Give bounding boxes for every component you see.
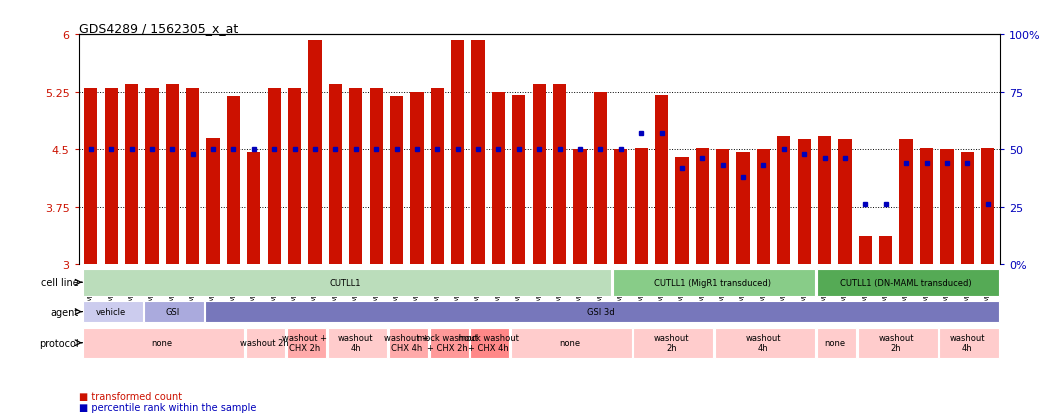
Text: washout 2h: washout 2h	[240, 338, 288, 347]
Text: agent: agent	[50, 307, 79, 317]
Bar	[736, 152, 750, 265]
Text: GDS4289 / 1562305_x_at: GDS4289 / 1562305_x_at	[79, 22, 238, 35]
Text: CUTLL1 (DN-MAML transduced): CUTLL1 (DN-MAML transduced)	[841, 278, 972, 287]
Bar	[492, 93, 505, 265]
Bar	[798, 140, 810, 265]
Bar	[654, 95, 668, 265]
Bar	[471, 41, 485, 265]
Bar	[388, 328, 428, 358]
Text: none: none	[152, 338, 173, 347]
Bar	[512, 95, 526, 265]
Bar	[83, 269, 611, 296]
Bar	[309, 40, 321, 265]
Text: none: none	[559, 338, 580, 347]
Text: CUTLL1: CUTLL1	[330, 278, 361, 287]
Bar	[470, 328, 510, 358]
Text: washout
2h: washout 2h	[654, 333, 690, 353]
Bar	[511, 328, 631, 358]
Bar	[939, 328, 999, 358]
Bar	[144, 301, 204, 323]
Bar	[410, 93, 424, 265]
Bar	[612, 269, 816, 296]
Bar	[594, 93, 607, 265]
Bar	[247, 152, 261, 265]
Text: GSI: GSI	[165, 307, 179, 316]
Bar	[349, 89, 362, 265]
Text: washout
4h: washout 4h	[745, 333, 781, 353]
Text: washout
4h: washout 4h	[950, 333, 985, 353]
Bar	[328, 328, 387, 358]
Text: washout
4h: washout 4h	[338, 333, 374, 353]
Bar	[451, 40, 464, 265]
Text: washout
2h: washout 2h	[878, 333, 914, 353]
Bar	[227, 97, 240, 265]
Text: ■ transformed count: ■ transformed count	[79, 391, 181, 401]
Bar	[389, 97, 403, 265]
Bar	[818, 137, 831, 265]
Bar	[857, 328, 937, 358]
Bar	[105, 89, 117, 265]
Bar	[879, 236, 892, 265]
Bar	[83, 301, 142, 323]
Bar	[533, 85, 545, 265]
Bar	[84, 89, 97, 265]
Bar	[615, 150, 627, 265]
Bar	[817, 269, 999, 296]
Text: protocol: protocol	[40, 338, 79, 348]
Bar	[370, 89, 383, 265]
Text: mock washout
+ CHX 4h: mock washout + CHX 4h	[458, 333, 518, 353]
Bar	[777, 137, 790, 265]
Bar	[246, 328, 285, 358]
Bar	[205, 301, 999, 323]
Bar	[839, 140, 851, 265]
Bar	[981, 148, 995, 265]
Bar	[329, 85, 342, 265]
Bar	[186, 89, 199, 265]
Bar	[83, 328, 244, 358]
Bar	[716, 150, 730, 265]
Bar	[695, 148, 709, 265]
Bar	[430, 89, 444, 265]
Bar	[288, 89, 302, 265]
Text: GSI 3d: GSI 3d	[586, 307, 615, 316]
Bar	[125, 85, 138, 265]
Bar	[633, 328, 713, 358]
Bar	[429, 328, 469, 358]
Text: washout +
CHX 4h: washout + CHX 4h	[384, 333, 429, 353]
Bar	[206, 138, 220, 265]
Bar	[574, 150, 586, 265]
Text: ■ percentile rank within the sample: ■ percentile rank within the sample	[79, 402, 255, 412]
Text: none: none	[824, 338, 845, 347]
Text: washout +
CHX 2h: washout + CHX 2h	[283, 333, 328, 353]
Bar	[757, 150, 770, 265]
Bar	[287, 328, 326, 358]
Bar	[715, 328, 816, 358]
Bar	[817, 328, 856, 358]
Bar	[268, 89, 281, 265]
Bar	[553, 85, 566, 265]
Bar	[146, 89, 158, 265]
Bar	[634, 148, 648, 265]
Text: CUTLL1 (MigR1 transduced): CUTLL1 (MigR1 transduced)	[654, 278, 771, 287]
Text: vehicle: vehicle	[96, 307, 127, 316]
Bar	[165, 85, 179, 265]
Bar	[859, 236, 872, 265]
Bar	[961, 152, 974, 265]
Bar	[940, 150, 954, 265]
Text: mock washout
+ CHX 2h: mock washout + CHX 2h	[417, 333, 477, 353]
Bar	[675, 157, 689, 265]
Bar	[899, 140, 913, 265]
Text: cell line: cell line	[41, 278, 79, 287]
Bar	[920, 148, 933, 265]
